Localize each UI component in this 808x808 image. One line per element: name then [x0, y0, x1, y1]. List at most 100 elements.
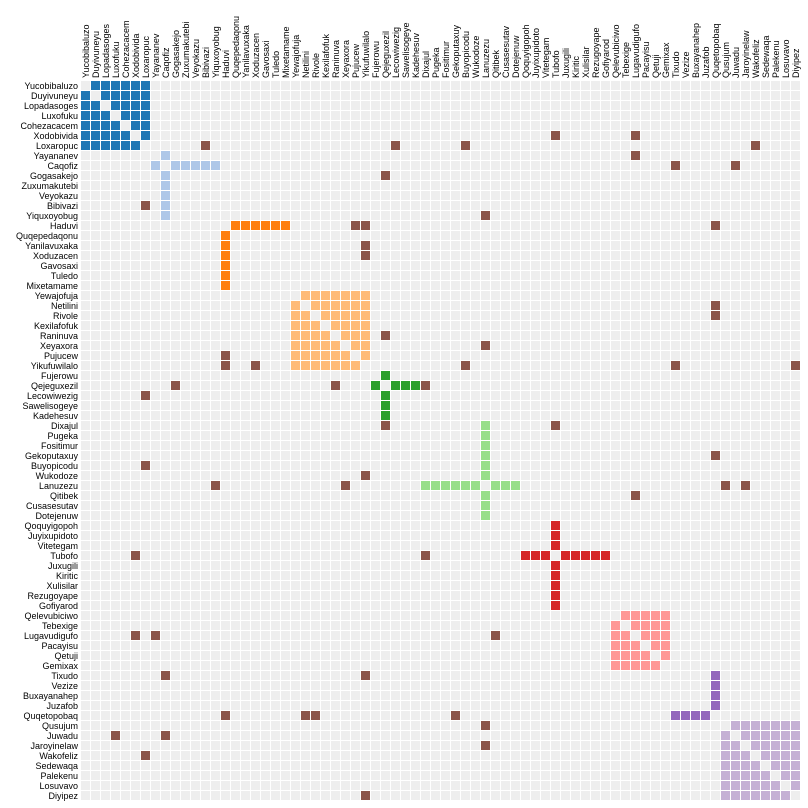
empty-cell — [311, 621, 320, 630]
empty-cell — [261, 741, 270, 750]
empty-cell — [411, 151, 420, 160]
empty-cell — [91, 481, 100, 490]
empty-cell — [191, 371, 200, 380]
empty-cell — [751, 131, 760, 140]
empty-cell — [221, 291, 230, 300]
empty-cell — [231, 181, 240, 190]
empty-cell — [491, 471, 500, 480]
empty-cell — [451, 301, 460, 310]
empty-cell — [341, 661, 350, 670]
empty-cell — [201, 171, 210, 180]
empty-cell — [411, 371, 420, 380]
empty-cell — [731, 301, 740, 310]
empty-cell — [541, 231, 550, 240]
empty-cell — [201, 431, 210, 440]
empty-cell — [451, 461, 460, 470]
empty-cell — [541, 321, 550, 330]
empty-cell — [201, 401, 210, 410]
empty-cell — [261, 311, 270, 320]
empty-cell — [411, 361, 420, 370]
empty-cell — [461, 631, 470, 640]
empty-cell — [231, 171, 240, 180]
empty-cell — [701, 241, 710, 250]
empty-cell — [381, 321, 390, 330]
empty-cell — [641, 551, 650, 560]
empty-cell — [131, 391, 140, 400]
empty-cell — [521, 591, 530, 600]
empty-cell — [181, 761, 190, 770]
empty-cell — [771, 711, 780, 720]
empty-cell — [441, 651, 450, 660]
empty-cell — [471, 151, 480, 160]
empty-cell — [511, 121, 520, 130]
empty-cell — [681, 331, 690, 340]
empty-cell — [701, 641, 710, 650]
empty-cell — [461, 291, 470, 300]
empty-cell — [481, 661, 490, 670]
empty-cell — [541, 191, 550, 200]
empty-cell — [321, 321, 330, 330]
empty-cell — [321, 261, 330, 270]
empty-cell — [481, 581, 490, 590]
empty-cell — [571, 171, 580, 180]
empty-cell — [371, 151, 380, 160]
empty-cell — [411, 331, 420, 340]
empty-cell — [301, 621, 310, 630]
empty-cell — [91, 291, 100, 300]
empty-cell — [721, 471, 730, 480]
empty-cell — [711, 161, 720, 170]
empty-cell — [291, 511, 300, 520]
empty-cell — [151, 441, 160, 450]
empty-cell — [421, 721, 430, 730]
empty-cell — [401, 701, 410, 710]
empty-cell — [681, 511, 690, 520]
empty-cell — [271, 731, 280, 740]
empty-cell — [261, 441, 270, 450]
empty-cell — [241, 691, 250, 700]
empty-cell — [341, 191, 350, 200]
empty-cell — [541, 521, 550, 530]
empty-cell — [581, 141, 590, 150]
empty-cell — [211, 391, 220, 400]
empty-cell — [531, 521, 540, 530]
empty-cell — [281, 721, 290, 730]
empty-cell — [691, 731, 700, 740]
empty-cell — [271, 91, 280, 100]
empty-cell — [401, 651, 410, 660]
empty-cell — [101, 731, 110, 740]
empty-cell — [741, 661, 750, 670]
empty-cell — [141, 161, 150, 170]
empty-cell — [331, 371, 340, 380]
empty-cell — [501, 131, 510, 140]
empty-cell — [671, 301, 680, 310]
empty-cell — [301, 591, 310, 600]
empty-cell — [461, 401, 470, 410]
empty-cell — [641, 301, 650, 310]
empty-cell — [201, 301, 210, 310]
empty-cell — [591, 471, 600, 480]
empty-cell — [651, 551, 660, 560]
empty-cell — [291, 201, 300, 210]
empty-cell — [541, 601, 550, 610]
empty-cell — [771, 681, 780, 690]
empty-cell — [621, 361, 630, 370]
empty-cell — [211, 291, 220, 300]
empty-cell — [711, 171, 720, 180]
empty-cell — [431, 511, 440, 520]
empty-cell — [361, 711, 370, 720]
empty-cell — [371, 191, 380, 200]
empty-cell — [381, 631, 390, 640]
empty-cell — [461, 381, 470, 390]
empty-cell — [261, 661, 270, 670]
empty-cell — [311, 671, 320, 680]
empty-cell — [241, 491, 250, 500]
empty-cell — [521, 221, 530, 230]
empty-cell — [711, 421, 720, 430]
empty-cell — [111, 611, 120, 620]
empty-cell — [251, 261, 260, 270]
empty-cell — [701, 451, 710, 460]
empty-cell — [601, 191, 610, 200]
empty-cell — [161, 301, 170, 310]
empty-cell — [791, 571, 800, 580]
empty-cell — [111, 491, 120, 500]
